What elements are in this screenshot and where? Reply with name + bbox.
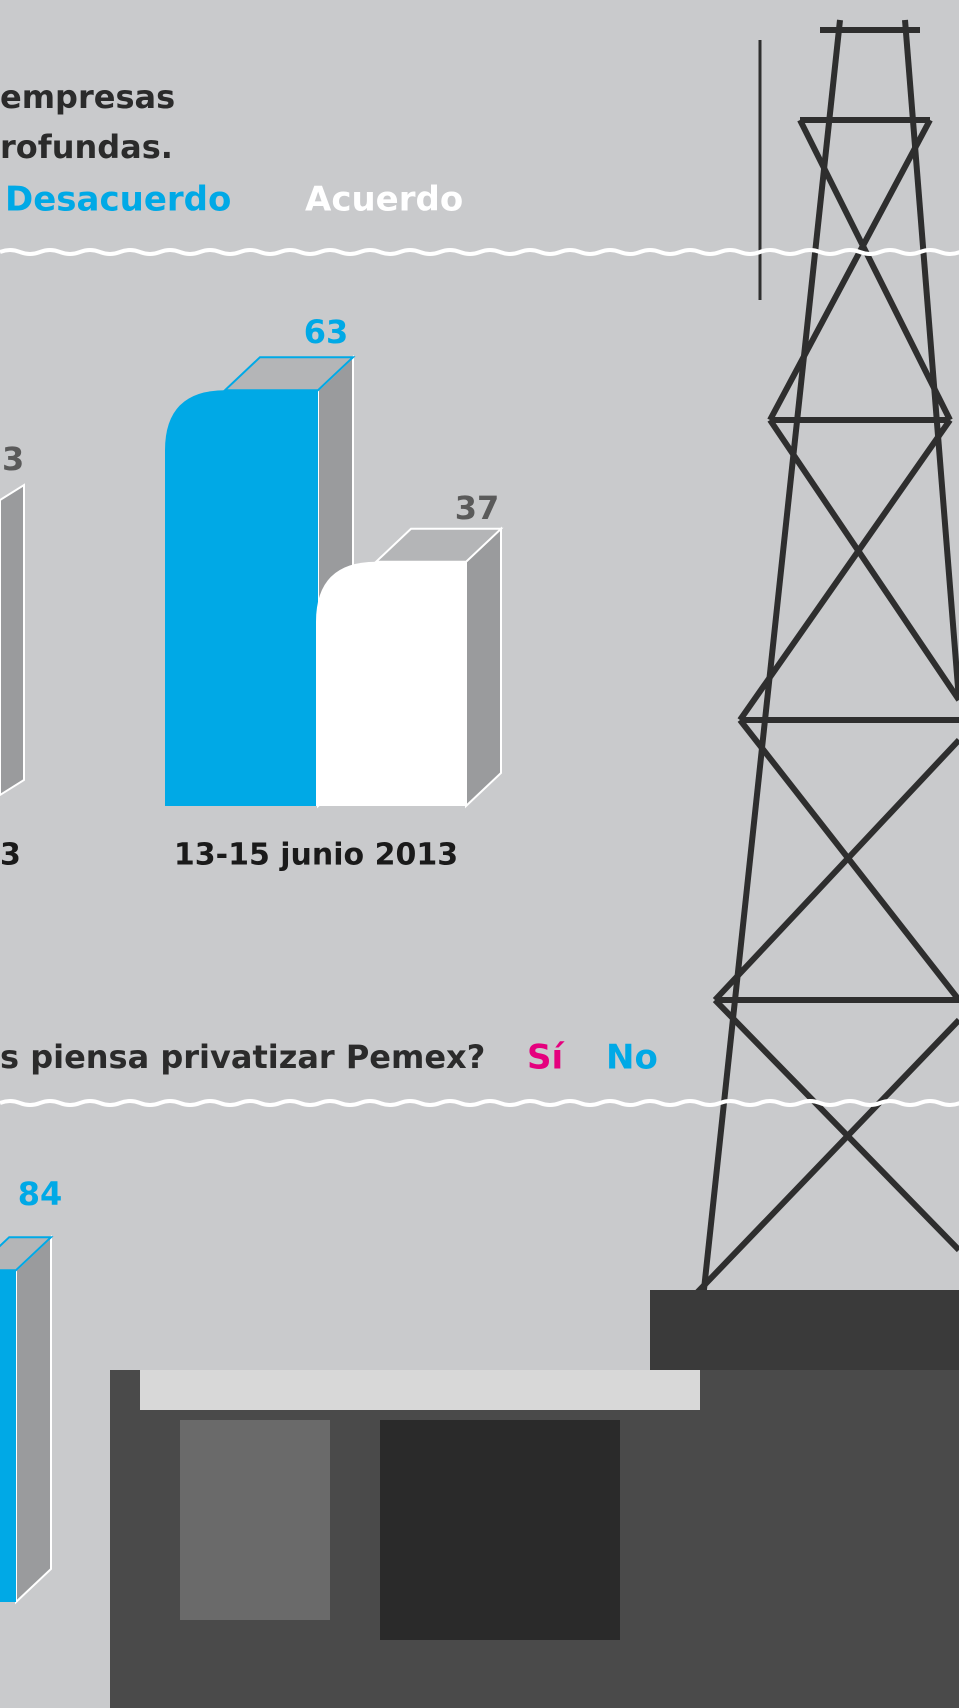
legend-entry: Sí — [527, 1038, 565, 1078]
question-text: rofundas. — [0, 128, 173, 166]
legend-entry: Acuerdo — [305, 180, 463, 220]
bar-side-cut — [0, 485, 24, 795]
platform-illustration — [110, 1290, 959, 1708]
rig-illustration — [690, 20, 959, 1420]
bar — [165, 390, 318, 806]
page: empresas rofundas. s piensa privatizar P… — [0, 0, 959, 1708]
bar-side — [16, 1237, 51, 1602]
bar — [0, 1270, 16, 1602]
infographic: empresas rofundas. s piensa privatizar P… — [0, 0, 959, 1708]
question-text: empresas — [0, 78, 175, 116]
value-label: 84 — [18, 1175, 63, 1213]
bar-side — [466, 529, 501, 806]
value-label: 37 — [455, 489, 500, 527]
cut-label: 3 — [0, 838, 21, 873]
bar — [316, 562, 466, 806]
legend-entry: No — [606, 1038, 658, 1078]
question-text: s piensa privatizar Pemex? — [0, 1038, 485, 1076]
category-label: 13-15 junio 2013 — [174, 838, 458, 873]
value-label: 63 — [304, 313, 349, 351]
cut-label: 3 — [2, 440, 24, 478]
legend-entry: Desacuerdo — [5, 180, 231, 220]
